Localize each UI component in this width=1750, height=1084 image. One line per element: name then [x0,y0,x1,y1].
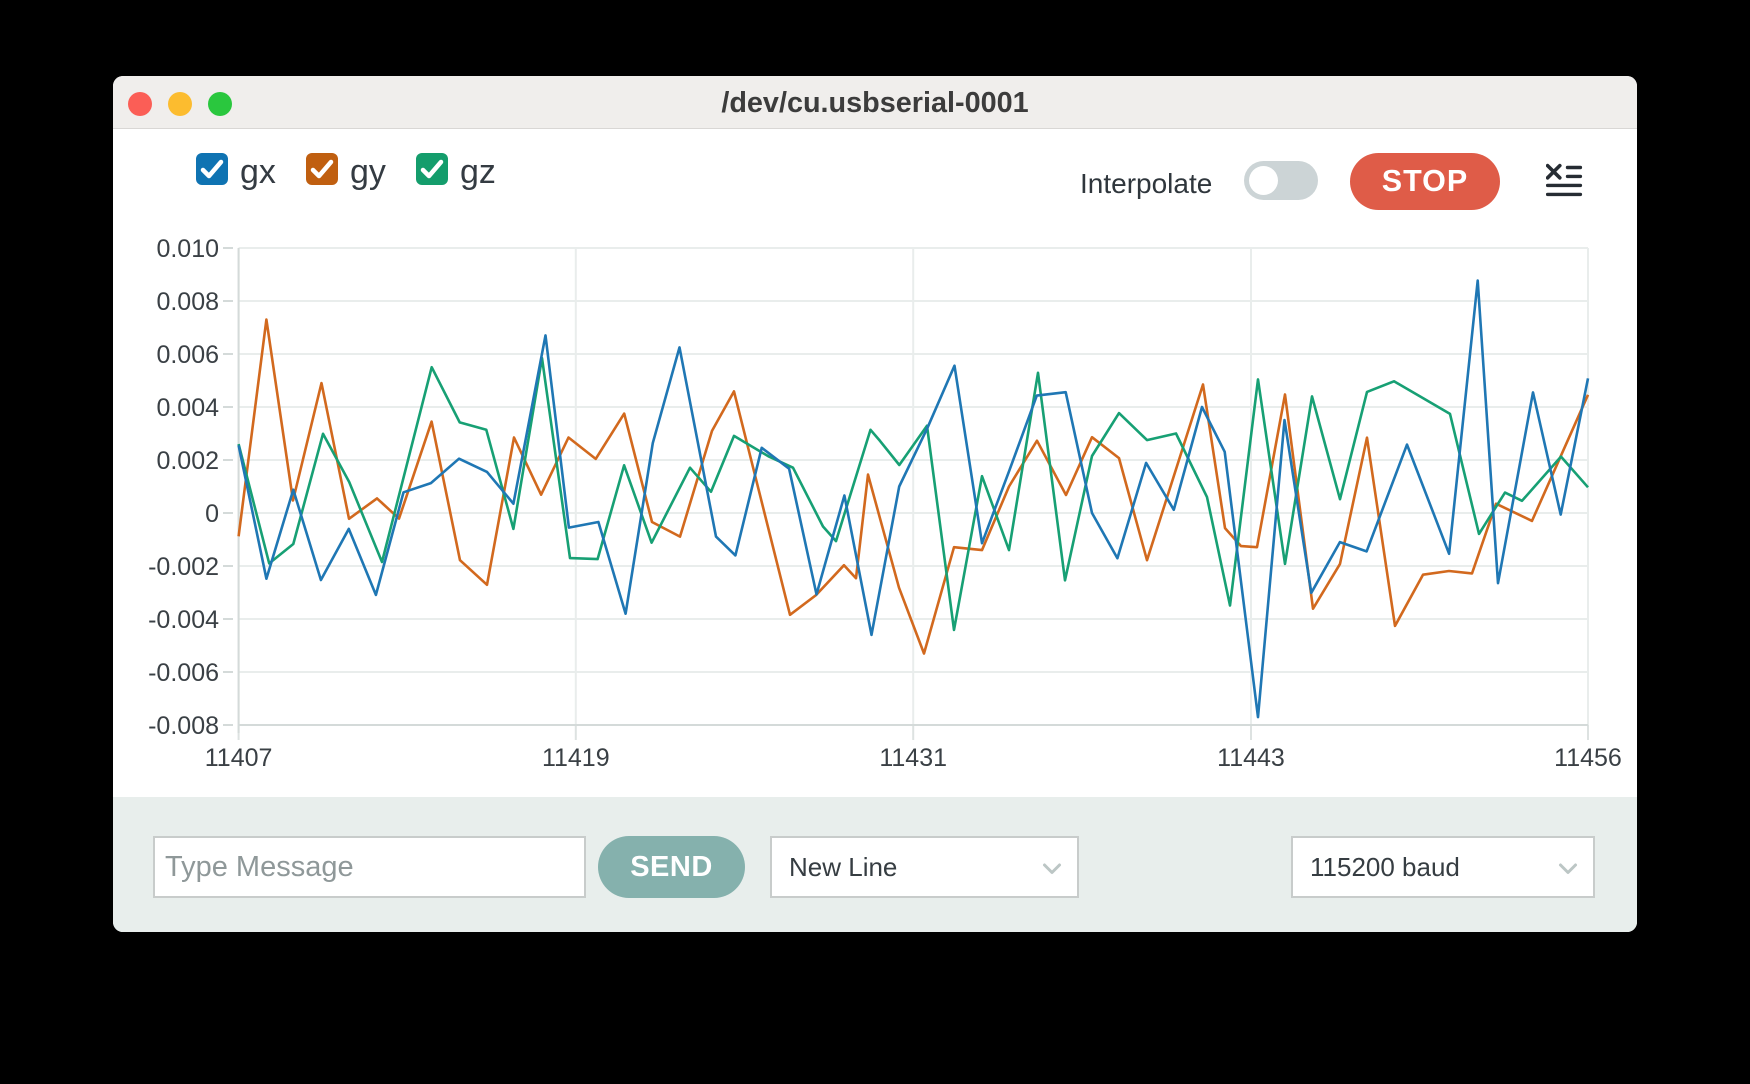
svg-text:11443: 11443 [1217,744,1285,772]
svg-text:11407: 11407 [205,744,273,772]
svg-text:-0.006: -0.006 [148,659,219,687]
svg-text:11419: 11419 [542,744,610,772]
svg-text:11456: 11456 [1554,744,1622,772]
svg-text:0.002: 0.002 [156,447,219,475]
svg-text:0.008: 0.008 [156,288,219,316]
svg-text:0.006: 0.006 [156,341,219,369]
svg-text:0.010: 0.010 [156,235,219,263]
svg-text:-0.004: -0.004 [148,606,219,634]
svg-text:11431: 11431 [879,744,947,772]
svg-text:0.004: 0.004 [156,394,219,422]
svg-text:-0.002: -0.002 [148,553,219,581]
svg-text:0: 0 [205,500,219,528]
svg-text:-0.008: -0.008 [148,712,219,740]
